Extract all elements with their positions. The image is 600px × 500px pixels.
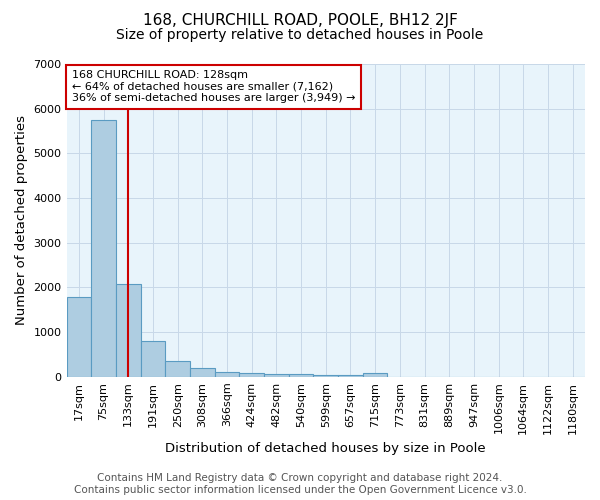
X-axis label: Distribution of detached houses by size in Poole: Distribution of detached houses by size … (166, 442, 486, 455)
Bar (264, 374, 289, 377)
Bar (289, 374, 313, 377)
Bar (67, 298, 91, 377)
Text: 168, CHURCHILL ROAD, POOLE, BH12 2JF: 168, CHURCHILL ROAD, POOLE, BH12 2JF (143, 12, 457, 28)
Bar (215, 372, 239, 377)
Text: 168 CHURCHILL ROAD: 128sqm
← 64% of detached houses are smaller (7,162)
36% of s: 168 CHURCHILL ROAD: 128sqm ← 64% of deta… (72, 70, 355, 104)
Bar (239, 373, 264, 377)
Bar (313, 375, 338, 377)
Bar (165, 362, 190, 377)
Bar (91, 120, 116, 377)
Text: Size of property relative to detached houses in Poole: Size of property relative to detached ho… (116, 28, 484, 42)
Bar (116, 284, 140, 377)
Bar (140, 341, 165, 377)
Bar (190, 368, 215, 377)
Text: Contains HM Land Registry data © Crown copyright and database right 2024.
Contai: Contains HM Land Registry data © Crown c… (74, 474, 526, 495)
Y-axis label: Number of detached properties: Number of detached properties (15, 116, 28, 326)
Bar (363, 373, 388, 377)
Bar (338, 376, 363, 377)
